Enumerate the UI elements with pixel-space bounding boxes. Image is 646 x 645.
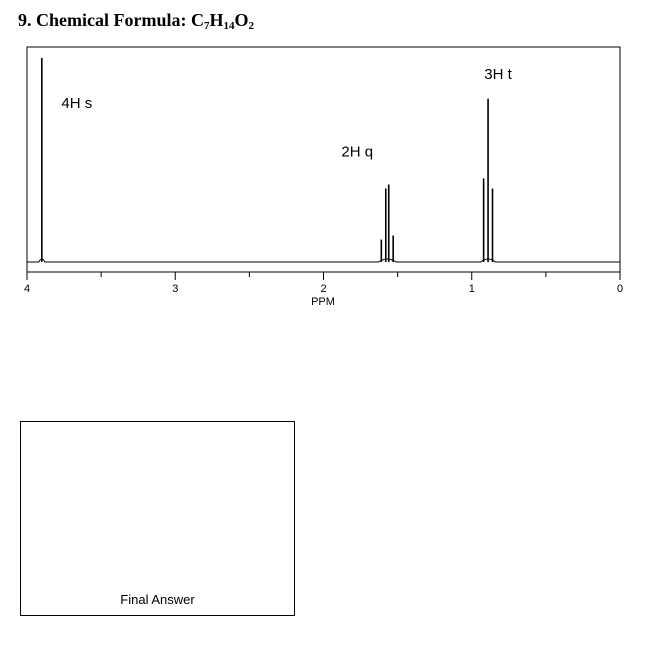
formula-element: C bbox=[190, 10, 204, 30]
formula-element: O bbox=[234, 10, 249, 30]
question-number: 9. bbox=[18, 10, 32, 30]
question-heading: 9. Chemical Formula: C7H14O2 bbox=[18, 10, 254, 32]
formula-subscript: 7 bbox=[203, 20, 210, 32]
peak-label: 4H s bbox=[61, 95, 92, 112]
tick-label: 3 bbox=[172, 283, 178, 295]
tick-label: 2 bbox=[320, 283, 326, 295]
question-label: Chemical Formula: bbox=[36, 10, 187, 30]
tick-label: 4 bbox=[24, 283, 30, 295]
spectrum-baseline bbox=[27, 258, 620, 263]
tick-label: 0 bbox=[617, 283, 623, 295]
x-axis-ticks: 4 3 2 1 0 bbox=[24, 272, 623, 295]
formula-subscript: 14 bbox=[223, 20, 235, 32]
formula-element: H bbox=[209, 10, 224, 30]
peak-labels: 4H s 2H q 3H t bbox=[61, 66, 512, 161]
nmr-spectrum-chart: 4 3 2 1 0 4H s 2H q 3H t PPM bbox=[24, 46, 623, 308]
tick-label: 1 bbox=[469, 283, 475, 295]
peak-label: 2H q bbox=[341, 143, 373, 160]
plot-frame bbox=[26, 46, 621, 273]
final-answer-box[interactable]: Final Answer bbox=[20, 421, 295, 616]
chemical-formula: C7H14O2 bbox=[190, 10, 255, 32]
formula-subscript: 2 bbox=[248, 20, 255, 32]
peak-label: 3H t bbox=[484, 66, 512, 83]
spectrum-peaks bbox=[41, 58, 494, 262]
x-axis-title: PPM bbox=[311, 296, 335, 308]
final-answer-label: Final Answer bbox=[120, 592, 195, 607]
